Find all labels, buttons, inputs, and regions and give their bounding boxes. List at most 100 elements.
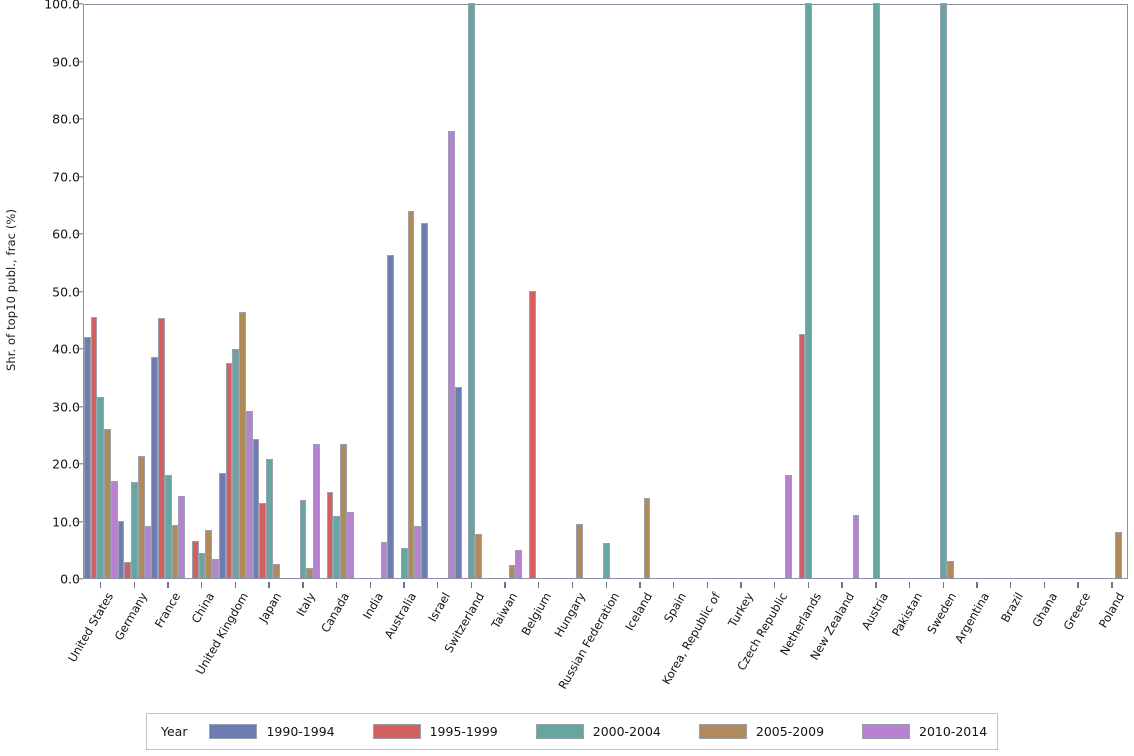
x-axis-tick-mark bbox=[234, 582, 237, 588]
y-axis-tick-mark bbox=[76, 463, 83, 465]
bar bbox=[218, 472, 226, 578]
bar bbox=[515, 550, 523, 578]
x-axis-tick-mark bbox=[1010, 582, 1012, 588]
x-axis-tick-label: Poland bbox=[1095, 590, 1128, 631]
bar bbox=[225, 362, 233, 578]
x-axis-tick-mark bbox=[841, 582, 843, 588]
bar bbox=[407, 211, 415, 578]
y-axis-tick-label: 40.0 bbox=[52, 341, 80, 357]
x-axis-tick-mark bbox=[470, 582, 473, 588]
y-axis-title: Shr. of top10 publ., frac (%) bbox=[0, 0, 22, 580]
x-axis-tick-mark bbox=[740, 582, 742, 588]
y-axis-tick-label: 20.0 bbox=[52, 456, 80, 472]
bar-group bbox=[320, 5, 354, 578]
y-axis-tick-label: 70.0 bbox=[52, 169, 80, 184]
bar bbox=[576, 523, 583, 578]
x-axis-tick-mark bbox=[639, 582, 641, 588]
bar bbox=[205, 529, 213, 578]
y-axis-tick-mark bbox=[76, 233, 83, 235]
x-axis-tick-label: Israel bbox=[425, 590, 454, 625]
bar-group bbox=[691, 5, 725, 578]
x-axis-tick-label: Canada bbox=[317, 590, 352, 635]
bar bbox=[400, 548, 408, 578]
bar bbox=[97, 396, 105, 578]
bar bbox=[475, 534, 482, 578]
bar bbox=[643, 497, 651, 578]
bar bbox=[164, 474, 172, 578]
legend-entry[interactable]: 2000-2004 bbox=[535, 724, 661, 739]
bar bbox=[313, 444, 320, 578]
bar bbox=[84, 336, 91, 578]
bar bbox=[1115, 532, 1123, 578]
bar-group bbox=[252, 5, 287, 578]
x-axis-tick-label: Russian Federation bbox=[554, 590, 622, 692]
x-axis-tick-mark bbox=[942, 582, 944, 588]
y-axis-tick-mark bbox=[76, 290, 83, 293]
x-axis-tick-mark bbox=[133, 582, 135, 588]
x-axis-tick-label: Australia bbox=[381, 590, 420, 642]
y-axis-tick-label: 60.0 bbox=[52, 226, 80, 242]
x-axis-tick-mark bbox=[875, 582, 877, 588]
bar-group bbox=[1095, 5, 1129, 578]
bar bbox=[90, 316, 98, 578]
bar bbox=[872, 3, 880, 578]
bar bbox=[151, 357, 159, 578]
x-axis-tick-mark bbox=[672, 582, 675, 588]
bar bbox=[245, 411, 253, 578]
plot-area bbox=[83, 3, 1129, 579]
bar bbox=[299, 500, 307, 578]
x-axis-tick-mark bbox=[976, 582, 978, 588]
bar-group bbox=[489, 5, 523, 578]
bar bbox=[421, 222, 428, 578]
bar bbox=[137, 455, 145, 578]
bar bbox=[252, 439, 260, 578]
bar-group bbox=[84, 5, 118, 578]
x-axis-tick-label: Italy bbox=[293, 590, 319, 619]
bar bbox=[266, 458, 273, 578]
y-axis-tick-mark bbox=[76, 175, 83, 178]
legend-entry[interactable]: 2010-2014 bbox=[862, 724, 987, 739]
legend-label: 2005-2009 bbox=[755, 724, 825, 739]
legend-entry[interactable]: 1995-1999 bbox=[372, 724, 498, 739]
x-axis-tick-label: India bbox=[359, 590, 386, 622]
x-axis-tick-label: Sweden bbox=[923, 590, 959, 637]
bar bbox=[131, 481, 138, 578]
x-axis-tick-label: France bbox=[152, 590, 184, 631]
y-axis-tick-label: 90.0 bbox=[52, 54, 80, 69]
x-axis-tick-label: China bbox=[188, 590, 218, 626]
legend: Year 1990-1994 1995-1999 2000-2004 2005-200… bbox=[146, 713, 998, 750]
x-axis-tick-mark bbox=[1077, 582, 1079, 588]
x-axis-tick-mark bbox=[302, 582, 304, 588]
y-axis-tick-mark bbox=[76, 578, 83, 580]
x-axis-tick-label: Spain bbox=[660, 590, 690, 625]
x-axis-tick-mark bbox=[200, 582, 203, 588]
legend-swatch bbox=[698, 724, 747, 739]
legend-entry[interactable]: 2005-2009 bbox=[698, 724, 825, 739]
bar-group bbox=[185, 5, 219, 578]
y-axis-tick-mark bbox=[76, 520, 83, 523]
x-axis-tick-label: Japan bbox=[256, 590, 285, 625]
bar bbox=[528, 290, 536, 578]
bar-group bbox=[893, 5, 927, 578]
bar bbox=[798, 333, 806, 578]
x-axis-tick-label: Ghana bbox=[1028, 590, 1060, 630]
bar bbox=[946, 561, 954, 578]
legend-label: 1995-1999 bbox=[429, 724, 498, 739]
legend-entry[interactable]: 1990-1994 bbox=[209, 724, 335, 739]
bar bbox=[191, 541, 199, 578]
bar bbox=[805, 3, 813, 578]
y-axis-tick-mark bbox=[76, 348, 83, 350]
x-axis-tick-mark bbox=[436, 582, 439, 588]
legend-label: 2010-2014 bbox=[919, 724, 988, 739]
y-axis-tick-mark bbox=[76, 60, 83, 63]
bar-group bbox=[960, 5, 994, 578]
bar bbox=[239, 311, 246, 578]
bar-group bbox=[1028, 5, 1062, 578]
x-axis-tick-mark bbox=[268, 582, 270, 588]
x-axis-tick-mark bbox=[1111, 582, 1113, 588]
x-axis-tick-label: Iceland bbox=[622, 590, 656, 634]
bar bbox=[198, 552, 206, 578]
bar-group bbox=[421, 5, 455, 578]
bar bbox=[232, 348, 240, 578]
y-axis-tick-mark bbox=[76, 405, 83, 408]
